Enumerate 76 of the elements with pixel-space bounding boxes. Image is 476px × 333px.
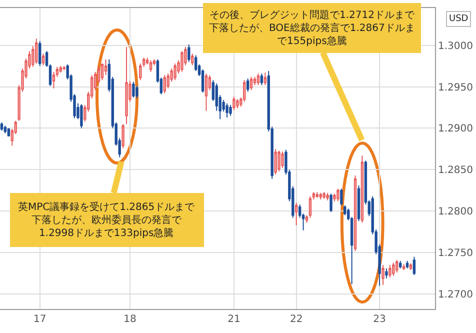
candlestick xyxy=(35,38,38,64)
candlestick xyxy=(174,63,176,81)
candlestick xyxy=(4,125,7,134)
candlestick xyxy=(360,155,364,224)
candlestick xyxy=(260,73,264,86)
candlestick xyxy=(236,98,239,109)
candlestick xyxy=(253,76,256,86)
annotation: その後、ブレグジット問題で1.2712ドルまで下落したが、BOE総裁の発言で1.2867ドルまで155pips急騰 xyxy=(209,9,416,47)
candlestick xyxy=(412,256,416,276)
candlestick xyxy=(59,66,62,74)
candlestick xyxy=(264,72,267,86)
y-tick-label: 1.2950 xyxy=(438,82,473,94)
candlestick xyxy=(80,104,83,129)
candlestick xyxy=(229,104,232,116)
candlestick xyxy=(226,102,228,118)
candlestick xyxy=(385,268,388,279)
candlestick xyxy=(188,44,190,62)
candlestick xyxy=(100,63,104,81)
x-tick-label: 23 xyxy=(373,314,386,325)
y-tick-label: 1.2700 xyxy=(438,290,473,301)
candlestick xyxy=(396,260,398,274)
candlestick xyxy=(194,54,198,72)
candlestick xyxy=(295,202,298,226)
candlestick xyxy=(243,80,246,102)
candlestick xyxy=(180,50,184,72)
candlestick xyxy=(402,264,406,271)
candlestick xyxy=(136,85,138,99)
candlestick xyxy=(201,68,204,94)
candlestick xyxy=(246,78,250,92)
candlestick xyxy=(322,192,326,200)
candlestick xyxy=(0,122,4,132)
text: USD xyxy=(449,14,468,24)
x-tick-label: 17 xyxy=(33,314,46,325)
candlestick xyxy=(319,192,322,200)
candlestick xyxy=(354,175,357,252)
candlestick xyxy=(7,128,10,138)
candlestick xyxy=(388,264,392,278)
candlestick xyxy=(278,150,280,172)
candlestick xyxy=(163,74,166,94)
candlestick xyxy=(232,96,236,110)
candlestick xyxy=(326,192,329,201)
candlestick xyxy=(406,260,409,269)
candlestick xyxy=(340,188,343,206)
candlestick xyxy=(409,262,412,271)
candlestick xyxy=(382,264,384,286)
candlestick xyxy=(250,76,253,91)
candlestick xyxy=(316,192,318,198)
x-tick-label: 21 xyxy=(228,314,240,325)
candlestick xyxy=(38,40,42,67)
candlestick xyxy=(392,262,395,276)
x-tick-label: 18 xyxy=(124,314,136,325)
y-tick-label: 1.2900 xyxy=(438,124,473,135)
candlestick xyxy=(274,148,277,176)
y-tick-label: 1.3000 xyxy=(438,40,473,52)
candlestick xyxy=(398,260,402,269)
candlestick xyxy=(62,66,66,71)
y-tick-label: 1.2850 xyxy=(438,165,473,176)
candlestick xyxy=(149,60,152,72)
candlestick xyxy=(52,71,56,89)
x-tick-label: 22 xyxy=(290,314,303,325)
candlestick xyxy=(204,73,208,112)
candlestick xyxy=(336,188,340,202)
candlestick xyxy=(191,53,194,66)
candlestick xyxy=(125,46,128,125)
candlestick xyxy=(104,58,108,76)
candlestick xyxy=(122,124,124,149)
candlestick xyxy=(330,193,332,212)
annotation: 英MPC議事録を受けて1.2865ドルまで下落したが、欧州委員長の発言で1.2998ドルまで133pips急騰 xyxy=(18,201,196,239)
y-tick-label: 1.2750 xyxy=(438,248,473,260)
candlestick xyxy=(333,193,336,202)
candlestick xyxy=(132,81,135,98)
candlestick xyxy=(256,73,260,86)
candlestick xyxy=(42,53,45,66)
candlestick xyxy=(281,150,284,169)
candlestick xyxy=(357,184,360,222)
y-tick-label: 1.2800 xyxy=(438,206,473,218)
